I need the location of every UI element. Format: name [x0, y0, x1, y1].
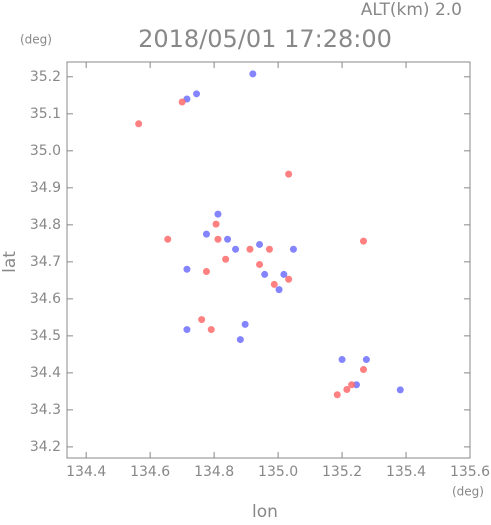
x-tick-label: 135.4: [386, 464, 426, 480]
point: [280, 270, 288, 278]
point: [241, 320, 249, 328]
point: [232, 245, 240, 253]
x-tick-label: 134.8: [194, 464, 234, 480]
point: [164, 235, 172, 243]
y-tick-label: 34.2: [30, 439, 61, 455]
point: [359, 237, 367, 245]
point: [275, 286, 283, 294]
chart-title: 2018/05/01 17:28:00: [138, 25, 392, 53]
y-unit: (deg): [20, 33, 52, 47]
point: [193, 90, 201, 98]
plot-frame: [66, 61, 471, 459]
y-tick-label: 34.8: [30, 217, 61, 233]
point: [333, 391, 341, 399]
point: [178, 98, 186, 106]
x-label: lon: [252, 502, 278, 521]
point: [256, 260, 264, 268]
point: [285, 170, 293, 178]
point: [348, 381, 356, 389]
point: [359, 366, 367, 374]
y-tick-label: 35.1: [30, 106, 61, 122]
x-tick-label: 134.4: [66, 464, 106, 480]
x-unit: (deg): [452, 485, 484, 499]
point: [362, 356, 370, 364]
y-tick-label: 35.2: [30, 69, 61, 85]
y-tick-label: 34.3: [30, 402, 61, 418]
y-label: lat: [0, 251, 20, 273]
point: [202, 267, 210, 275]
point: [338, 356, 346, 364]
point: [343, 386, 351, 394]
point: [198, 316, 206, 324]
y-tick-label: 34.6: [30, 291, 61, 307]
x-tick-label: 135.2: [322, 464, 362, 480]
y-tick-label: 34.5: [30, 328, 61, 344]
point: [202, 230, 210, 238]
point: [214, 210, 222, 218]
point: [289, 245, 297, 253]
point: [249, 70, 257, 78]
x-tick-label: 135.0: [258, 464, 298, 480]
point: [222, 255, 230, 263]
point: [352, 381, 360, 389]
point: [212, 220, 220, 228]
point: [285, 275, 293, 283]
point: [270, 280, 278, 288]
point: [183, 326, 191, 334]
point: [224, 235, 232, 243]
point: [261, 270, 269, 278]
y-tick-label: 34.9: [30, 180, 61, 196]
annotation: ALT(km) 2.0: [361, 0, 462, 20]
point: [135, 120, 143, 128]
point: [396, 386, 404, 394]
y-tick-label: 35.0: [30, 143, 61, 159]
y-tick-label: 34.4: [30, 365, 61, 381]
point: [246, 245, 254, 253]
point: [256, 240, 264, 248]
point: [265, 245, 273, 253]
point: [207, 326, 215, 334]
x-tick-label: 135.6: [450, 464, 490, 480]
y-tick-label: 34.7: [30, 254, 61, 270]
x-tick-label: 134.6: [130, 464, 170, 480]
point: [183, 265, 191, 273]
point: [236, 336, 244, 344]
point: [214, 235, 222, 243]
